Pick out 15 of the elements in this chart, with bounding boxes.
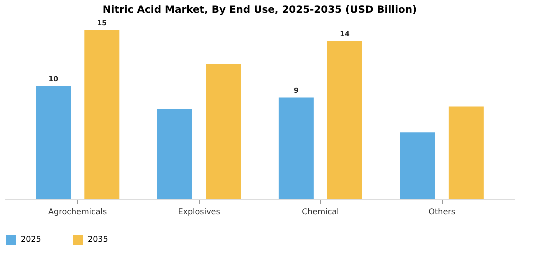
bar: [84, 30, 120, 199]
bar: [278, 98, 314, 199]
x-tick-label: Chemical: [302, 208, 340, 216]
chart-title: Nitric Acid Market, By End Use, 2025-2035 (USD Billion): [102, 5, 418, 16]
bar: [158, 109, 192, 199]
bar: [400, 132, 436, 199]
x-tick-label: Explosives: [178, 208, 220, 216]
bar: [206, 64, 242, 199]
legend-label: 2035: [88, 235, 108, 244]
bar: [448, 106, 484, 199]
legend-label: 2025: [21, 235, 42, 244]
bar: [328, 42, 362, 199]
bar: [36, 86, 72, 199]
x-tick-label: Agrochemicals: [48, 208, 108, 216]
x-tick-label: Others: [428, 208, 456, 216]
